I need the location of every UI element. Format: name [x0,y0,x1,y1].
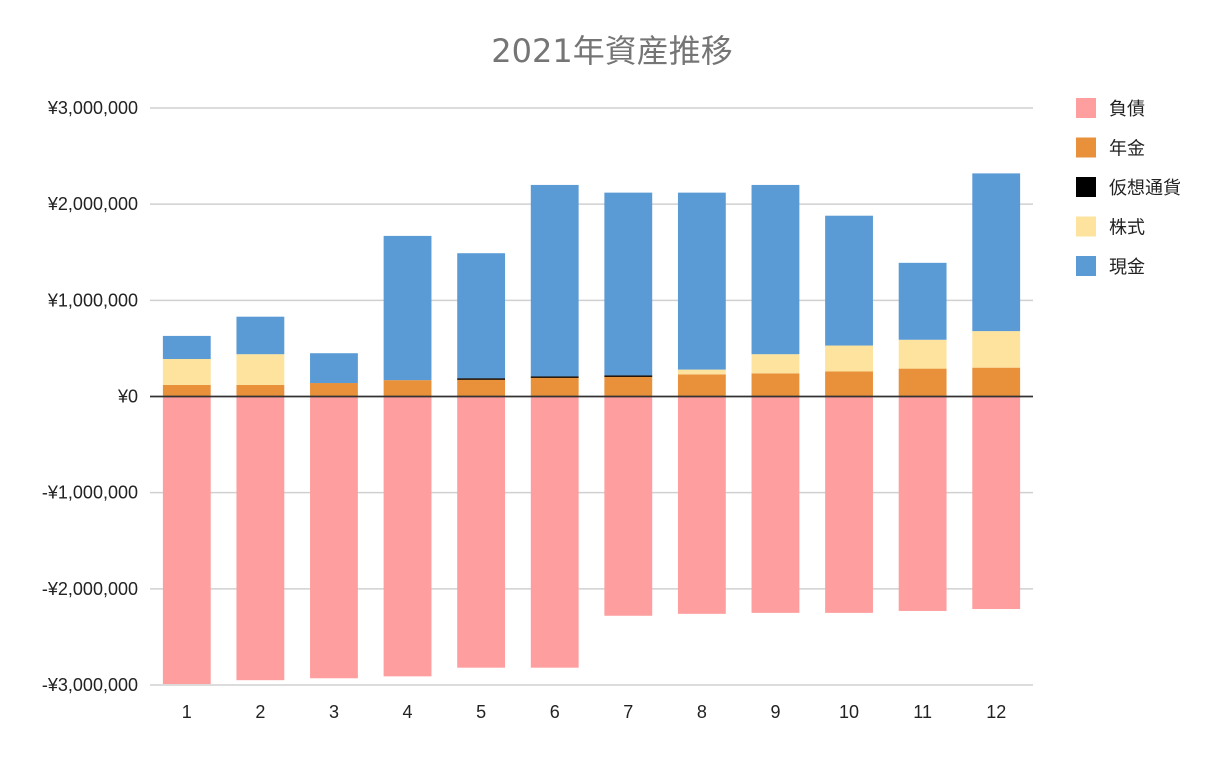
bar-segment-series0-cat6 [530,396,579,668]
bar-segment-series0-cat4 [383,396,432,677]
bar-segment-series0-cat1 [162,396,211,685]
bars [162,173,1021,685]
bar-segment-series4-cat2 [236,316,285,355]
bar-segment-series4-cat12 [972,173,1021,332]
legend-item: 負債 [1076,98,1145,120]
bar-segment-series3-cat1 [162,358,211,385]
chart-title: 2021年資産推移 [491,32,732,70]
x-tick-label: 7 [623,702,633,722]
x-tick-label: 2 [255,702,265,722]
bar-segment-series3-cat12 [972,331,1021,368]
legend-swatch [1076,216,1096,237]
legend-swatch [1076,256,1096,276]
y-tick-label: -¥2,000,000 [42,579,138,599]
bar-segment-series1-cat6 [530,377,579,397]
legend-item: 年金 [1076,137,1145,160]
bar-segment-series1-cat12 [972,367,1021,397]
x-tick-label: 4 [403,702,413,722]
bar-segment-series2-cat5 [457,378,506,380]
y-axis-ticks: ¥3,000,000 ¥2,000,000 ¥1,000,000 ¥0 -¥1,000,… [42,98,138,695]
x-tick-label: 11 [913,702,932,722]
y-tick-label: -¥1,000,000 [42,483,138,503]
y-tick-label: ¥2,000,000 [47,194,138,214]
bar-segment-series1-cat1 [162,384,211,397]
bar-segment-series1-cat2 [236,384,285,397]
bar-segment-series0-cat11 [898,396,947,611]
bar-segment-series1-cat8 [677,374,726,397]
x-axis-ticks: 1 2 3 4 5 6 7 8 9 10 11 12 [182,702,1006,722]
bar-segment-series1-cat5 [457,379,506,397]
x-tick-label: 3 [329,702,339,722]
bar-segment-series2-cat6 [530,376,579,378]
y-tick-label: ¥3,000,000 [47,98,138,118]
bar-segment-series4-cat10 [825,215,873,346]
x-tick-label: 5 [476,702,486,722]
bar-segment-series3-cat11 [898,339,947,369]
x-tick-label: 8 [697,702,707,722]
y-tick-label: -¥3,000,000 [42,675,138,695]
bar-segment-series3-cat8 [677,369,726,375]
legend-swatch [1076,177,1096,197]
bar-segment-series3-cat10 [825,345,873,372]
bar-segment-series0-cat8 [677,396,726,614]
bar-segment-series0-cat2 [236,396,285,681]
x-tick-label: 1 [182,702,192,722]
bar-segment-series0-cat7 [604,396,653,616]
x-tick-label: 12 [986,702,1006,722]
legend-label: 年金 [1109,139,1145,160]
x-tick-label: 10 [839,702,859,722]
bar-segment-series1-cat9 [751,373,800,397]
bar-segment-series0-cat9 [751,396,800,613]
bar-segment-series4-cat4 [383,235,432,381]
bar-segment-series0-cat5 [457,396,506,668]
legend-swatch [1076,137,1096,158]
grid-lines [150,107,1033,686]
bar-segment-series2-cat7 [604,375,653,377]
bar-segment-series0-cat10 [825,396,873,613]
x-tick-label: 6 [550,702,560,722]
legend-item: 現金 [1076,256,1145,278]
bar-segment-series4-cat5 [457,253,506,379]
legend-label: 現金 [1109,257,1145,278]
bar-segment-series1-cat10 [825,371,873,397]
x-tick-label: 9 [770,702,780,722]
bar-segment-series1-cat7 [604,376,653,397]
legend-label: 負債 [1109,99,1145,120]
bar-segment-series4-cat1 [162,335,211,359]
y-tick-label: ¥0 [117,387,138,407]
legend-label: 株式 [1109,218,1145,239]
bar-segment-series1-cat4 [383,380,432,397]
legend-item: 仮想通貨 [1076,177,1181,199]
bar-segment-series4-cat9 [751,184,800,355]
legend-item: 株式 [1076,216,1145,239]
bar-segment-series4-cat8 [677,192,726,370]
bar-segment-series3-cat9 [751,354,800,374]
bar-segment-series0-cat3 [310,396,358,679]
bar-segment-series4-cat7 [604,192,653,376]
y-tick-label: ¥1,000,000 [47,290,138,310]
bar-segment-series1-cat3 [310,383,358,397]
bar-segment-series4-cat11 [898,262,947,340]
bar-segment-series1-cat11 [898,368,947,397]
bar-segment-series4-cat6 [530,184,579,377]
bar-segment-series3-cat2 [236,354,285,385]
legend-swatch [1076,98,1096,118]
bar-segment-series4-cat3 [310,353,358,384]
legend-label: 仮想通貨 [1109,178,1181,199]
bar-segment-series0-cat12 [972,396,1021,610]
